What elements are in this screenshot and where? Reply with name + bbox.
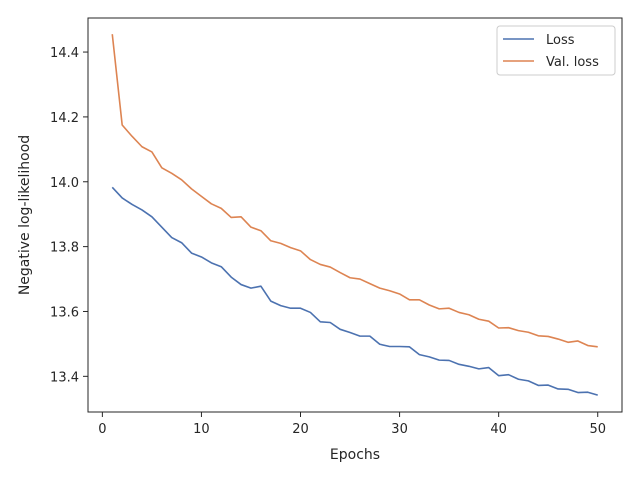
series-lines xyxy=(111,34,598,396)
y-tick-label: 13.8 xyxy=(50,241,79,256)
x-tick-label: 40 xyxy=(490,422,507,437)
x-tick-label: 20 xyxy=(292,422,309,437)
x-tick-label: 0 xyxy=(98,422,106,437)
legend-label-val-loss: Val. loss xyxy=(546,55,599,70)
series-line-val-loss xyxy=(111,34,598,348)
axis-ticks: 0 10 20 30 40 50 13.4 13.6 13.8 14.0 14.2 14.4 xyxy=(50,46,606,437)
series-line-loss xyxy=(111,186,598,396)
x-axis-label: Epochs xyxy=(330,447,380,463)
y-tick-label: 13.6 xyxy=(50,305,79,320)
y-tick-label: 14.0 xyxy=(50,176,79,191)
y-tick-label: 14.2 xyxy=(50,111,79,126)
x-tick-label: 10 xyxy=(193,422,210,437)
y-axis-label: Negative log-likelihood xyxy=(17,135,33,295)
x-tick-label: 50 xyxy=(589,422,606,437)
y-tick-label: 14.4 xyxy=(50,46,79,61)
legend: Loss Val. loss xyxy=(496,25,616,76)
plot-area-frame xyxy=(87,17,623,413)
legend-label-loss: Loss xyxy=(546,33,575,48)
y-tick-label: 13.4 xyxy=(50,370,79,385)
x-tick-label: 30 xyxy=(391,422,408,437)
